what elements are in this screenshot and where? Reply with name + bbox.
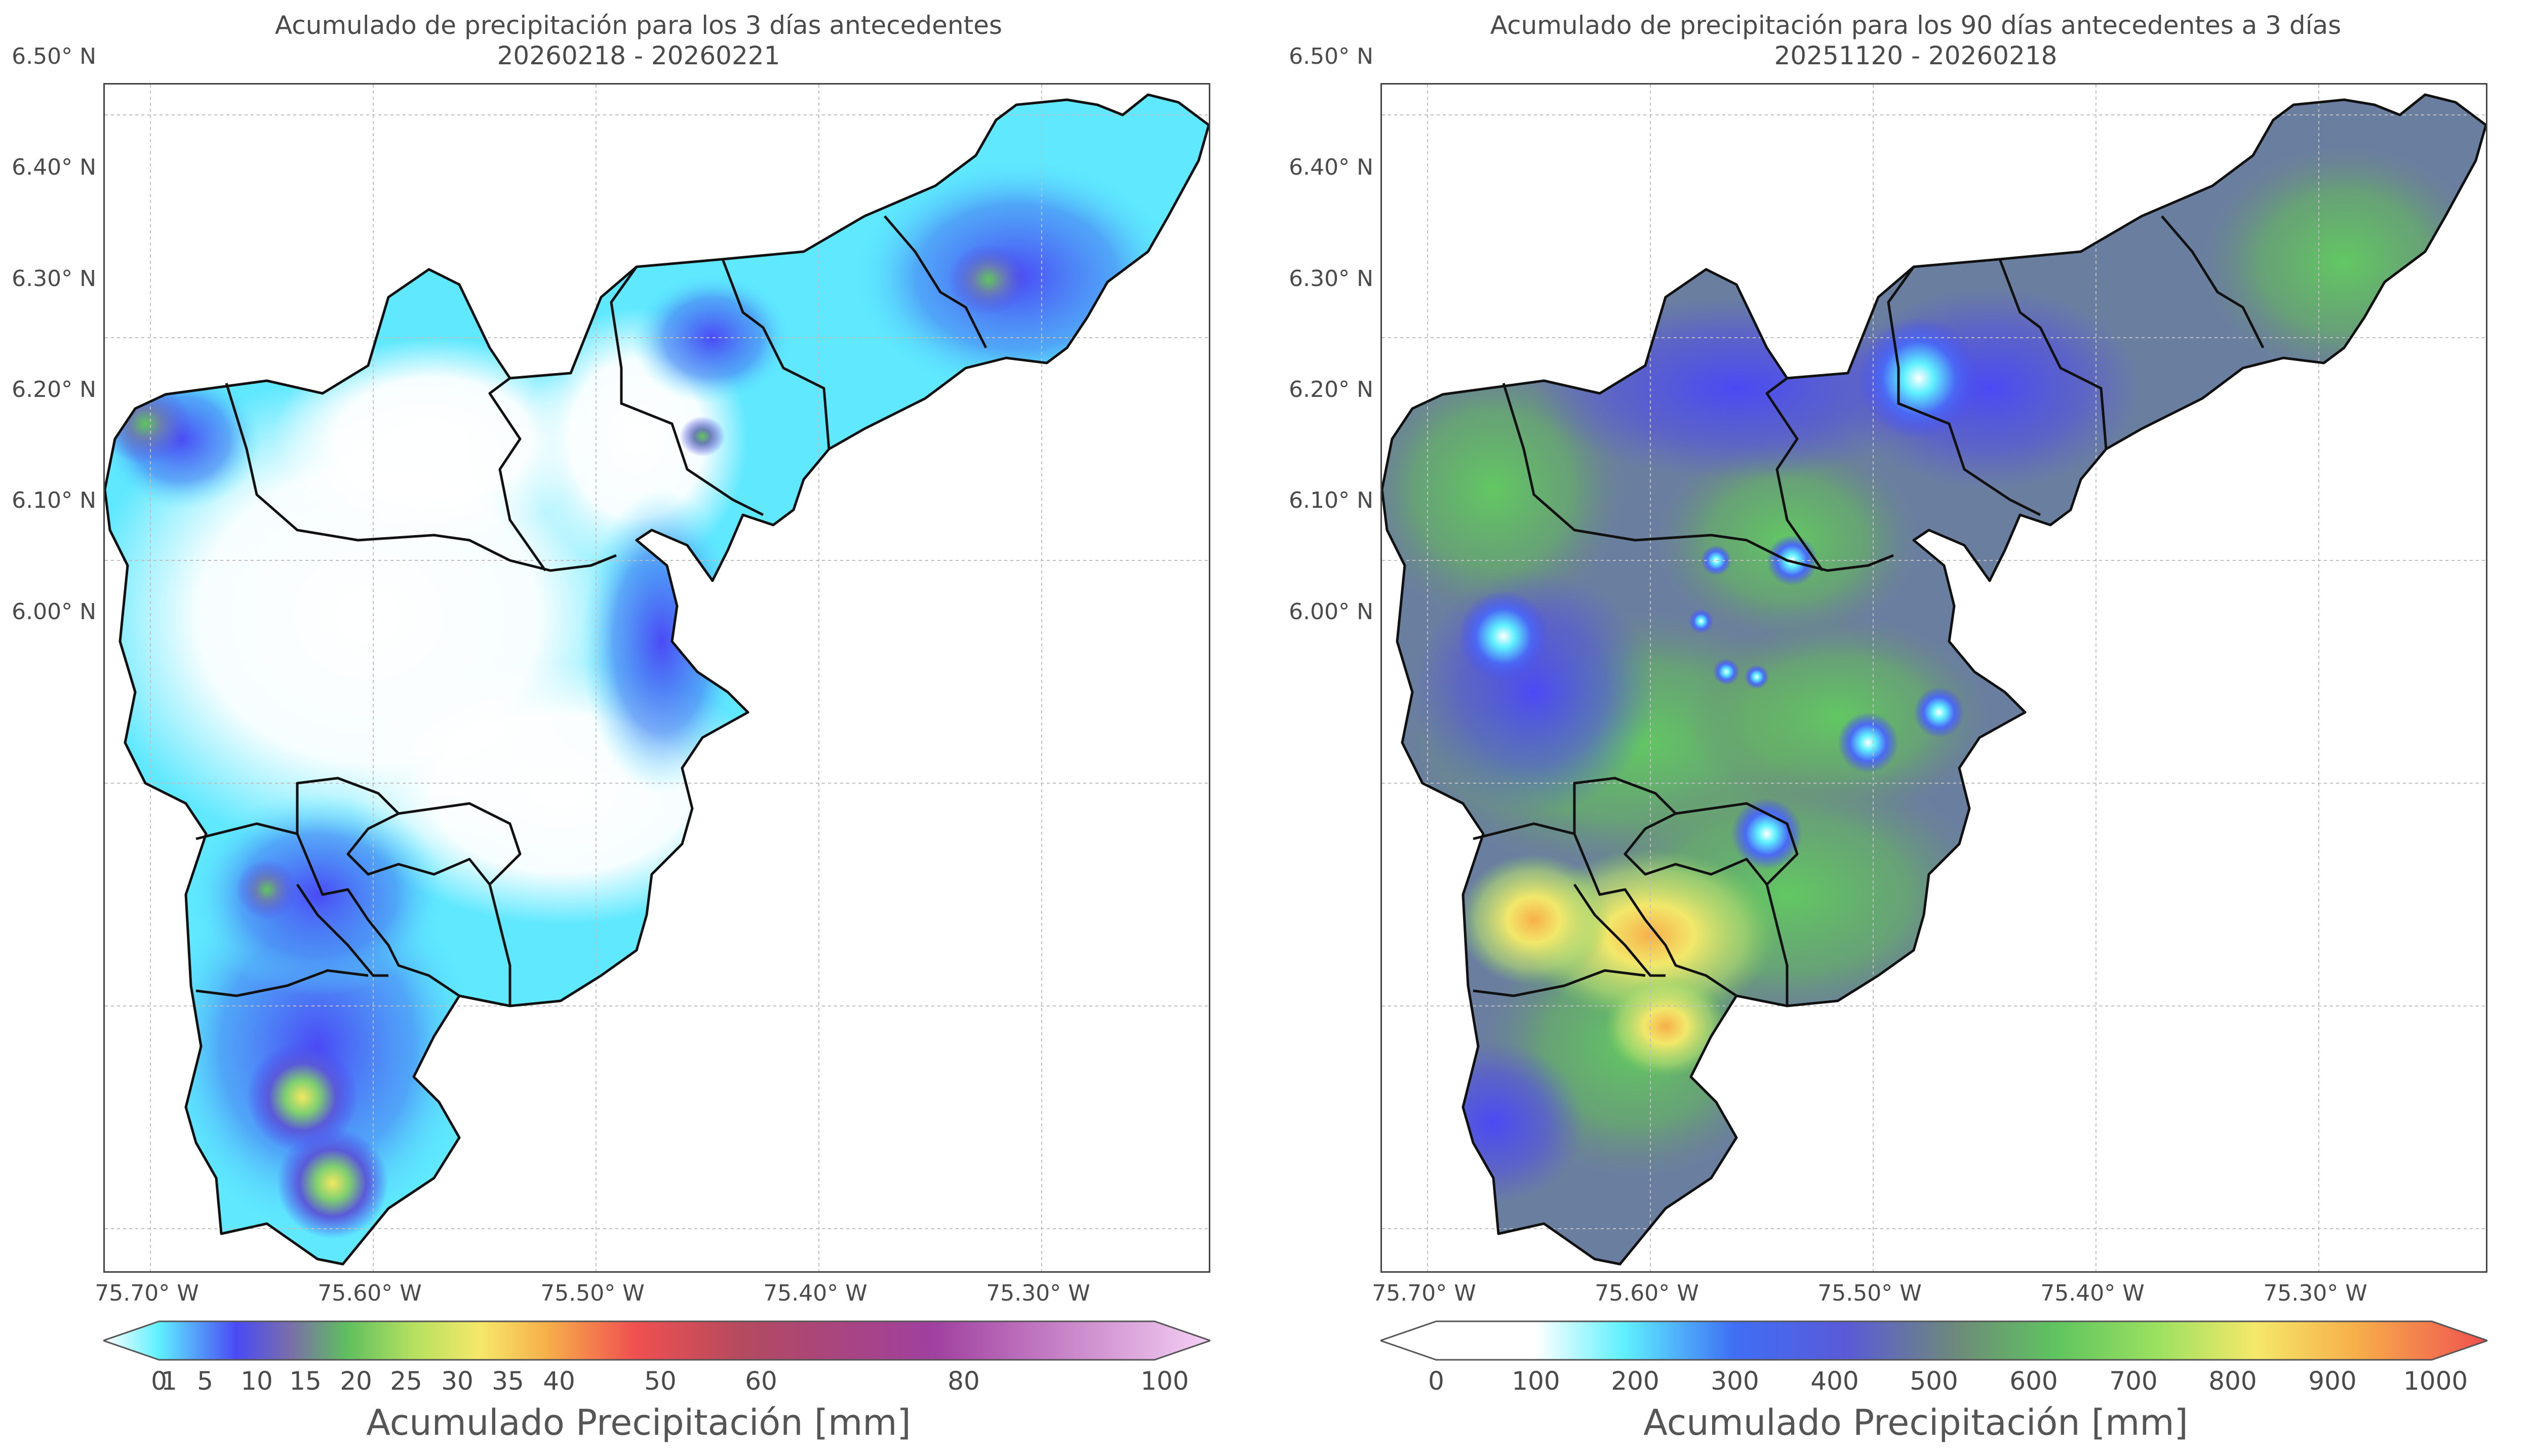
x-tick-label: 75.60° W	[318, 1280, 422, 1306]
colorbar-tick: 50	[644, 1366, 677, 1396]
x-tick-label: 75.50° W	[1817, 1280, 1922, 1306]
colorbar-tick: 20	[340, 1366, 372, 1396]
right-colorbar-label: Acumulado Precipitación [mm]	[1643, 1402, 2188, 1443]
colorbar-tick: 500	[1910, 1366, 1958, 1396]
y-tick-label: 6.50° N	[12, 44, 96, 69]
y-tick-label: 6.00° N	[1289, 599, 1373, 625]
y-tick-label: 6.50° N	[1289, 44, 1373, 69]
colorbar-tick: 400	[1810, 1366, 1859, 1396]
x-tick-label: 75.60° W	[1595, 1280, 1699, 1306]
colorbar-tick: 1000	[2403, 1366, 2468, 1396]
x-tick-label: 75.30° W	[2263, 1280, 2367, 1306]
right-precipitation-map	[1380, 83, 2487, 1273]
colorbar-tick: 100	[1512, 1366, 1560, 1396]
y-tick-label: 6.40° N	[12, 154, 96, 180]
y-tick-label: 6.40° N	[1289, 154, 1373, 180]
x-tick-label: 75.50° W	[540, 1280, 645, 1306]
y-tick-label: 6.00° N	[12, 599, 96, 625]
colorbar-tick: 800	[2208, 1366, 2257, 1396]
x-tick-label: 75.70° W	[95, 1280, 199, 1306]
colorbar-tick: 60	[745, 1366, 777, 1396]
left-map-svg	[105, 85, 1209, 1271]
x-tick-label: 75.70° W	[1372, 1280, 1476, 1306]
colorbar-tick: 80	[947, 1366, 980, 1396]
colorbar-tick: 40	[543, 1366, 575, 1396]
left-map-panel: Acumulado de precipitación para los 3 dí…	[12, 11, 1210, 1443]
right-date-range: 20251120 - 20260218	[1774, 41, 2058, 70]
y-tick-label: 6.20° N	[12, 377, 96, 402]
colorbar-tick: 30	[441, 1366, 473, 1396]
colorbar-tick: 0	[1428, 1366, 1444, 1396]
y-tick-label: 6.30° N	[1289, 266, 1373, 292]
x-tick-label: 75.40° W	[763, 1280, 867, 1306]
colorbar-tick: 300	[1711, 1366, 1759, 1396]
colorbar-tick: 15	[289, 1366, 322, 1396]
left-title: Acumulado de precipitación para los 3 dí…	[274, 11, 1003, 40]
colorbar-tick: 900	[2308, 1366, 2357, 1396]
x-tick-label: 75.30° W	[986, 1280, 1090, 1306]
left-colorbar-label: Acumulado Precipitación [mm]	[366, 1402, 911, 1443]
colorbar-tick: 5	[197, 1366, 213, 1396]
colorbar-tick: 10	[241, 1366, 273, 1396]
colorbar-tick: 100	[1140, 1366, 1189, 1396]
left-precipitation-map	[103, 83, 1210, 1273]
colorbar-tick: 700	[2109, 1366, 2158, 1396]
y-tick-label: 6.10° N	[1289, 488, 1373, 513]
colorbar-tick: 35	[492, 1366, 524, 1396]
y-tick-label: 6.20° N	[1289, 377, 1373, 402]
right-map-svg	[1382, 85, 2486, 1271]
y-tick-label: 6.10° N	[12, 488, 96, 513]
colorbar-tick: 25	[390, 1366, 422, 1396]
y-tick-label: 6.30° N	[12, 266, 96, 292]
colorbar-tick: 200	[1611, 1366, 1659, 1396]
right-map-panel: Acumulado de precipitación para los 90 d…	[1277, 0, 2532, 1456]
colorbar-tick: 0	[151, 1366, 167, 1396]
colorbar-tick: 1	[161, 1366, 177, 1396]
left-date-range: 20260218 - 20260221	[497, 41, 780, 70]
left-colorbar	[103, 1320, 1210, 1361]
right-colorbar	[1380, 1320, 2487, 1361]
colorbar-tick: 600	[2009, 1366, 2058, 1396]
right-title: Acumulado de precipitación para los 90 d…	[1490, 11, 2342, 40]
x-tick-label: 75.40° W	[2040, 1280, 2145, 1306]
